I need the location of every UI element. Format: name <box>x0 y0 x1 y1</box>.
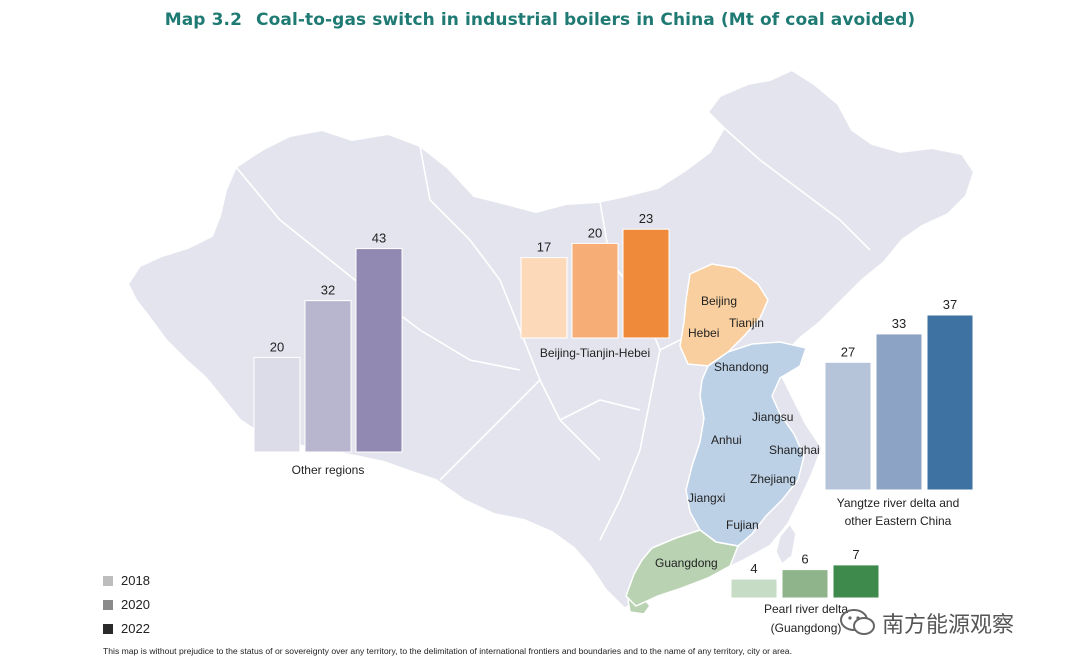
bar-jjj-2020 <box>571 242 619 339</box>
label-shanghai: Shanghai <box>769 443 820 457</box>
legend-swatch-2022 <box>103 624 113 634</box>
wechat-icon <box>840 609 875 635</box>
bar-value-pearl-2020: 6 <box>801 552 808 567</box>
bar-other-2018 <box>253 356 301 453</box>
region-label-yangtze-1: Yangtze river delta and <box>837 496 960 510</box>
bar-yangtze-2020 <box>875 333 923 491</box>
map-title-text: Coal-to-gas switch in industrial boilers… <box>256 10 916 30</box>
region-label-pearl-2: (Guangdong) <box>771 621 842 635</box>
label-guangdong: Guangdong <box>655 556 718 570</box>
bar-value-jjj-2022: 23 <box>639 211 653 226</box>
regional-bar-charts: 20 32 43 17 20 23 27 33 37 4 6 7 <box>253 211 974 599</box>
label-fujian: Fujian <box>726 518 759 532</box>
bar-pearl-2020 <box>781 569 829 599</box>
bar-value-jjj-2018: 17 <box>537 240 551 255</box>
legend-label-2018: 2018 <box>121 573 150 588</box>
region-guangdong <box>625 529 740 607</box>
taiwan-island <box>775 522 797 566</box>
bar-other-2022 <box>355 248 403 453</box>
legend-label-2022: 2022 <box>121 621 150 636</box>
bar-jjj-2018 <box>520 257 568 339</box>
map-disclaimer: This map is without prejudice to the sta… <box>103 646 792 656</box>
legend-label-2020: 2020 <box>121 597 150 612</box>
label-hebei: Hebei <box>688 326 719 340</box>
region-yangtze-eastern-china <box>685 341 807 547</box>
label-anhui: Anhui <box>711 433 742 447</box>
label-tianjin: Tianjin <box>729 316 764 330</box>
bar-other-2020 <box>304 300 352 453</box>
map-title: Map 3.2 Coal-to-gas switch in industrial … <box>0 10 1080 30</box>
label-shandong: Shandong <box>714 360 769 374</box>
bar-pearl-2022 <box>832 564 880 599</box>
bar-yangtze-2018 <box>824 361 872 491</box>
bar-jjj-2022 <box>622 228 670 339</box>
label-jiangsu: Jiangsu <box>752 410 793 424</box>
legend-swatch-2018 <box>103 576 113 586</box>
region-label-yangtze-2: other Eastern China <box>845 514 952 528</box>
bar-value-jjj-2020: 20 <box>588 225 602 240</box>
region-label-other: Other regions <box>292 463 365 477</box>
bar-value-yangtze-2022: 37 <box>943 297 957 312</box>
bar-value-other-2018: 20 <box>270 339 284 354</box>
bar-value-pearl-2018: 4 <box>750 561 757 576</box>
region-label-pearl-1: Pearl river delta <box>764 602 848 616</box>
bar-value-yangtze-2018: 27 <box>841 344 855 359</box>
watermark: 南方能源观察 <box>838 607 1063 638</box>
region-beijing-tianjin-hebei <box>679 263 769 367</box>
label-jiangxi: Jiangxi <box>688 491 725 505</box>
bar-value-other-2020: 32 <box>321 283 335 298</box>
bar-value-yangtze-2020: 33 <box>892 316 906 331</box>
legend-swatch-2020 <box>103 600 113 610</box>
map-number: Map 3.2 <box>164 10 243 30</box>
bar-value-other-2022: 43 <box>372 231 386 246</box>
label-beijing: Beijing <box>701 294 737 308</box>
bar-pearl-2018 <box>730 578 778 599</box>
watermark-text: 南方能源观察 <box>882 613 1015 638</box>
label-zhejiang: Zhejiang <box>750 472 796 486</box>
bar-yangtze-2022 <box>926 314 974 491</box>
bar-value-pearl-2022: 7 <box>852 547 859 562</box>
region-label-jjj: Beijing-Tianjin-Hebei <box>540 346 650 360</box>
